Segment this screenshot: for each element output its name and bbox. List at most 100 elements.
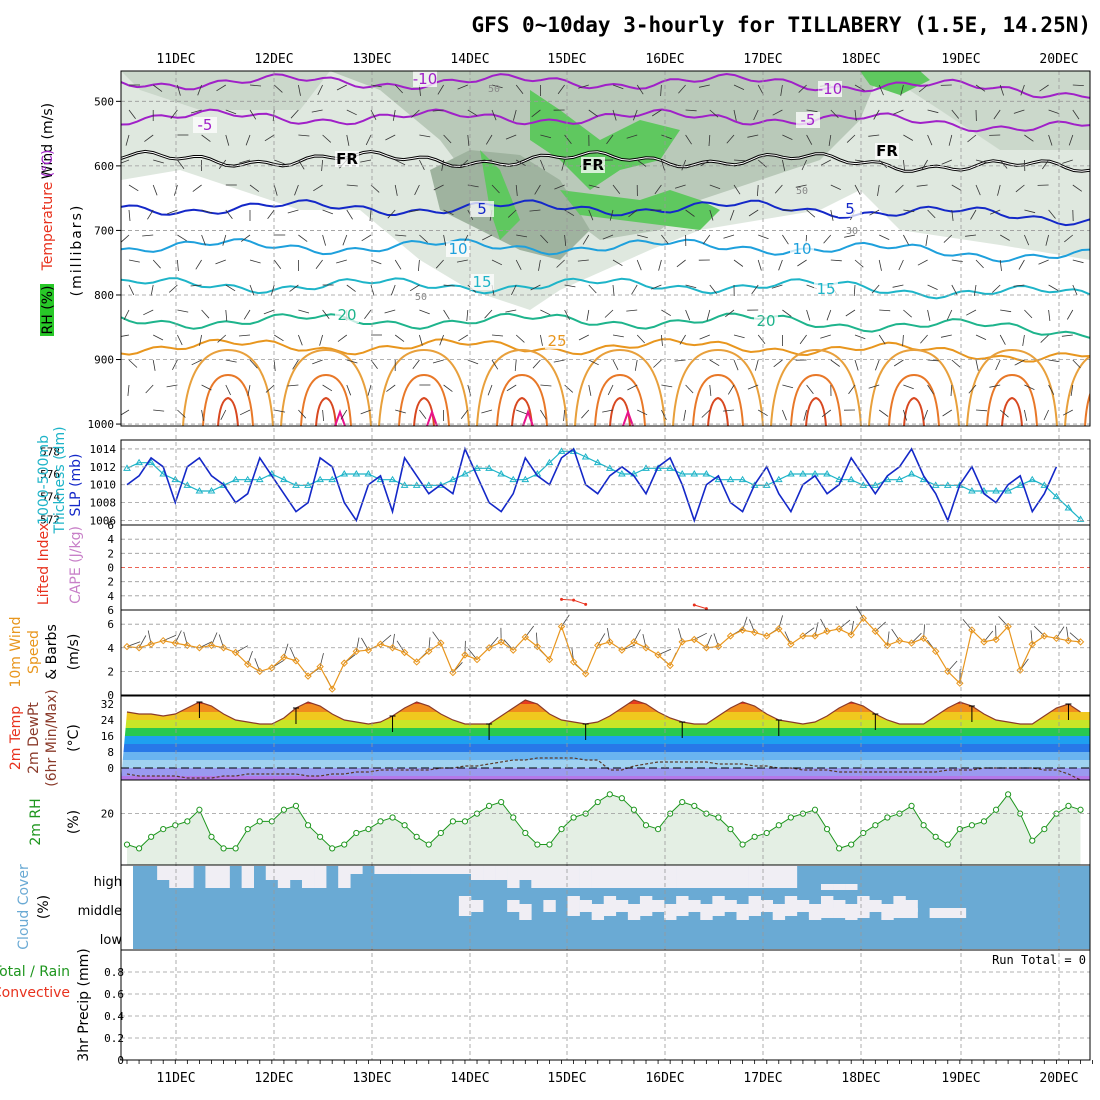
wind-speed-point: [316, 662, 324, 671]
wind-barb: [1048, 134, 1053, 146]
wind-barb: [946, 309, 953, 321]
wind-barb: [443, 134, 452, 144]
wind-barb: [506, 384, 517, 392]
wind-barb: [878, 259, 882, 271]
wind-barb: [516, 409, 527, 415]
wind-barb: [505, 134, 517, 140]
wind-barb: [965, 234, 977, 237]
wind-barb: [747, 384, 759, 390]
li-series-line: [561, 598, 707, 610]
wind-speed-point: [787, 640, 795, 648]
wind-barb: [1041, 159, 1049, 170]
warm-contour: [692, 373, 744, 426]
slp-series-line: [126, 446, 1058, 523]
high-cloud-gap: [301, 866, 315, 888]
wind-barb: [540, 409, 547, 420]
wind-barb: [806, 134, 813, 145]
wind-barb: [927, 309, 931, 321]
high-cloud-gap: [760, 866, 774, 888]
axis-ticks: 5006007008009001000572574576578100610081…: [40, 95, 124, 1067]
wind-barb: [1015, 184, 1025, 193]
wind-barb: [249, 359, 258, 369]
cloud-unit: (%): [36, 895, 52, 919]
wind-barb: [515, 184, 518, 196]
wind-barb: [125, 134, 130, 146]
wind-barb: [903, 134, 914, 141]
wind-barb: [821, 409, 832, 418]
wind-barb: [661, 309, 672, 317]
wind-barb: [900, 84, 904, 96]
high-cloud-gap: [543, 866, 556, 888]
rh-shade-region: [530, 90, 680, 190]
wind-barb: [441, 159, 444, 171]
wind-barb: [903, 159, 906, 171]
wind-barb: [1014, 359, 1025, 366]
rh-point: [510, 814, 517, 821]
wind-barb: [685, 109, 697, 112]
li-tick-label: 2: [107, 576, 114, 589]
wind-barb: [653, 359, 662, 368]
wind-barb: [970, 209, 977, 220]
warm-contour: [398, 373, 450, 426]
contour-label: 5: [845, 200, 855, 218]
thickness-tick-label: 574: [40, 491, 60, 504]
wind-barb: [516, 234, 528, 238]
wind-barb: [1048, 284, 1059, 291]
warm-contour: [1064, 355, 1090, 426]
wind-barb: [459, 159, 469, 168]
wind-barb: [166, 384, 178, 388]
wind-barb: [854, 84, 865, 91]
wind-barb: [1072, 259, 1084, 264]
temp-color-band: [121, 736, 1090, 744]
wind-barb: [1072, 84, 1084, 86]
wind-barb: [1070, 384, 1074, 396]
temp-bands: [121, 700, 1090, 780]
wind-barb: [491, 109, 497, 121]
wind-barb: [443, 284, 455, 287]
wind-barb: [177, 309, 189, 313]
warm-contour: [202, 373, 254, 426]
precip-tick-label: 0: [117, 1054, 124, 1067]
high-cloud-gap: [676, 866, 689, 888]
contour-label-bg: [796, 112, 820, 128]
mid-cloud-gap: [784, 896, 798, 916]
wind-barb: [602, 409, 614, 413]
wind-speed-point: [931, 647, 940, 656]
contour-label: 20: [337, 306, 356, 324]
temp-color-band: [121, 728, 1090, 736]
wind-barb: [636, 84, 644, 95]
contour-label-bg: [413, 71, 437, 87]
wind-barb: [337, 334, 348, 342]
wind-speed-point: [376, 640, 385, 648]
mid-cloud-gap: [664, 904, 677, 920]
wind-barb: [443, 384, 453, 392]
rh-point: [932, 833, 939, 840]
wind-barb: [1043, 409, 1049, 421]
wind-barb: [948, 134, 953, 146]
thickness-point: [678, 470, 687, 477]
contour-label: 15: [472, 273, 491, 291]
thickness-point: [388, 475, 397, 483]
wind-barb: [419, 234, 428, 243]
wind-barb: [418, 259, 420, 272]
wind-barb: [975, 359, 979, 371]
thickness-point: [147, 458, 156, 466]
wind-barb: [467, 184, 479, 188]
wind-barb: [249, 184, 260, 192]
wind-barb: [612, 184, 621, 194]
wind-barb: [975, 84, 986, 92]
wind-barb: [491, 334, 504, 337]
rh-point: [606, 791, 613, 798]
wind-barb: [951, 184, 962, 191]
high-cloud-gap: [784, 866, 798, 888]
temp-color-band: [121, 720, 1090, 728]
wind-barb: [626, 309, 638, 312]
wind-speed-point: [823, 627, 831, 635]
temp-color-band: [121, 760, 1090, 768]
precip-label-3: 3hr Precip (mm): [76, 948, 92, 1061]
thickness-point: [617, 470, 626, 477]
wind-barb: [588, 359, 599, 366]
date-axis-bottom: 11DEC 12DEC 13DEC 14DEC 15DEC 16DEC 17DEC 18DEC…: [156, 1071, 1078, 1086]
thickness-point: [521, 475, 530, 483]
wind-barb: [674, 359, 686, 362]
